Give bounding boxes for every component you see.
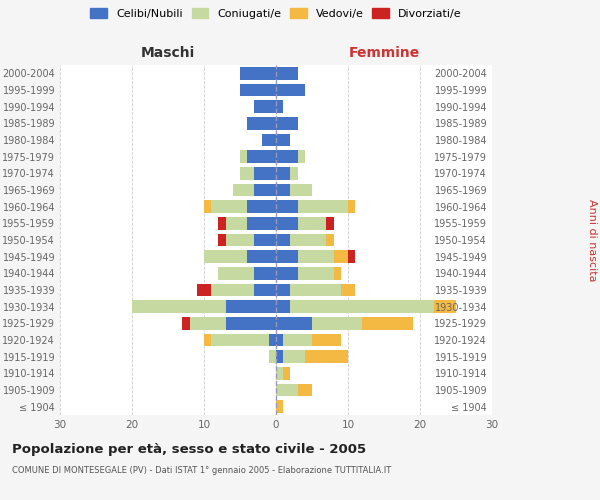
Bar	[211, 200, 247, 213]
Text: COMUNE DI MONTESEGALE (PV) - Dati ISTAT 1° gennaio 2005 - Elaborazione TUTTITALI: COMUNE DI MONTESEGALE (PV) - Dati ISTAT …	[12, 466, 391, 475]
Bar	[218, 217, 226, 230]
Bar	[312, 317, 362, 330]
Bar	[290, 300, 434, 313]
Bar	[226, 300, 276, 313]
Bar	[290, 167, 298, 179]
Bar	[254, 234, 276, 246]
Bar	[305, 350, 348, 363]
Bar	[182, 317, 190, 330]
Bar	[334, 267, 341, 280]
Bar	[233, 184, 254, 196]
Bar	[362, 317, 413, 330]
Bar	[247, 217, 276, 230]
Bar	[434, 300, 456, 313]
Bar	[254, 284, 276, 296]
Bar	[211, 284, 254, 296]
Bar	[226, 234, 254, 246]
Bar	[276, 234, 290, 246]
Text: Maschi: Maschi	[141, 46, 195, 60]
Bar	[204, 250, 247, 263]
Bar	[276, 300, 290, 313]
Bar	[226, 217, 247, 230]
Bar	[276, 350, 283, 363]
Bar	[276, 67, 298, 80]
Bar	[247, 150, 276, 163]
Bar	[276, 317, 312, 330]
Bar	[190, 317, 226, 330]
Text: Anni di nascita: Anni di nascita	[587, 198, 597, 281]
Bar	[298, 384, 312, 396]
Bar	[269, 334, 276, 346]
Bar	[240, 84, 276, 96]
Bar	[211, 334, 269, 346]
Bar	[276, 250, 298, 263]
Bar	[283, 350, 305, 363]
Bar	[276, 384, 298, 396]
Bar	[226, 317, 276, 330]
Bar	[276, 117, 298, 130]
Bar	[240, 167, 254, 179]
Bar	[298, 200, 348, 213]
Bar	[254, 167, 276, 179]
Bar	[132, 300, 226, 313]
Bar	[283, 367, 290, 380]
Bar	[276, 100, 283, 113]
Bar	[298, 267, 334, 280]
Bar	[276, 267, 298, 280]
Bar	[240, 150, 247, 163]
Bar	[290, 234, 326, 246]
Bar	[283, 334, 312, 346]
Bar	[247, 117, 276, 130]
Bar	[276, 84, 305, 96]
Bar	[204, 334, 211, 346]
Text: Femmine: Femmine	[349, 46, 419, 60]
Bar	[326, 234, 334, 246]
Bar	[276, 167, 290, 179]
Bar	[247, 200, 276, 213]
Bar	[197, 284, 211, 296]
Bar	[276, 150, 298, 163]
Bar	[348, 250, 355, 263]
Bar	[312, 334, 341, 346]
Bar	[254, 184, 276, 196]
Bar	[290, 184, 312, 196]
Bar	[218, 267, 254, 280]
Bar	[269, 350, 276, 363]
Bar	[254, 267, 276, 280]
Bar	[204, 200, 211, 213]
Bar	[298, 250, 334, 263]
Bar	[298, 217, 326, 230]
Bar	[276, 217, 298, 230]
Bar	[262, 134, 276, 146]
Bar	[276, 284, 290, 296]
Bar	[276, 367, 283, 380]
Bar	[247, 250, 276, 263]
Bar	[276, 334, 283, 346]
Legend: Celibi/Nubili, Coniugati/e, Vedovi/e, Divorziati/e: Celibi/Nubili, Coniugati/e, Vedovi/e, Di…	[91, 8, 461, 19]
Bar	[334, 250, 348, 263]
Bar	[276, 200, 298, 213]
Bar	[276, 400, 283, 413]
Bar	[218, 234, 226, 246]
Bar	[298, 150, 305, 163]
Bar	[276, 184, 290, 196]
Text: Popolazione per età, sesso e stato civile - 2005: Popolazione per età, sesso e stato civil…	[12, 442, 366, 456]
Bar	[341, 284, 355, 296]
Bar	[276, 134, 290, 146]
Bar	[254, 100, 276, 113]
Bar	[348, 200, 355, 213]
Bar	[240, 67, 276, 80]
Bar	[290, 284, 341, 296]
Bar	[326, 217, 334, 230]
